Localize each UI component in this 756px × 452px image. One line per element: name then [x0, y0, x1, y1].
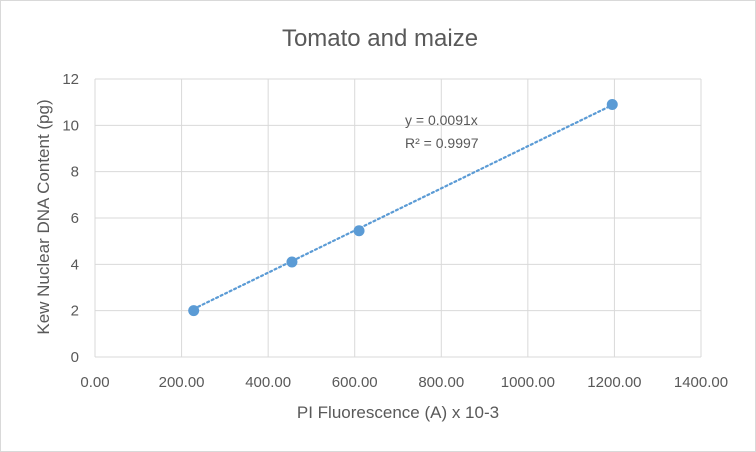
x-axis-label: PI Fluorescence (A) x 10-3 — [297, 403, 499, 422]
x-tick-label: 0.00 — [80, 374, 109, 391]
y-tick-labels: 0 2 4 6 8 10 12 — [62, 71, 79, 366]
y-tick-label: 4 — [71, 256, 79, 273]
x-tick-label: 1000.00 — [501, 374, 555, 391]
x-tick-labels: 0.00 200.00 400.00 600.00 800.00 1000.00 1200.… — [80, 374, 728, 391]
y-tick-label: 8 — [71, 164, 79, 181]
data-points — [188, 98, 618, 317]
x-tick-label: 400.00 — [245, 374, 291, 391]
x-tick-label: 1400.00 — [674, 374, 728, 391]
y-axis-label: Kew Nuclear DNA Content (pg) — [34, 99, 53, 334]
x-tick-label: 200.00 — [159, 374, 205, 391]
y-tick-label: 2 — [71, 303, 79, 320]
chart-title: Tomato and maize — [282, 25, 478, 52]
data-point-3 — [353, 225, 365, 237]
r-squared-label: R² = 0.9997 — [405, 135, 479, 151]
trendline — [192, 103, 614, 311]
y-tick-label: 6 — [71, 210, 79, 227]
data-point-1 — [188, 305, 200, 317]
y-tick-label: 0 — [71, 349, 79, 366]
trendline-equation: y = 0.0091x — [405, 112, 478, 128]
data-point-4 — [606, 98, 618, 110]
grid-lines — [94, 78, 702, 358]
x-tick-label: 600.00 — [332, 374, 378, 391]
x-tick-label: 1200.00 — [587, 374, 641, 391]
y-tick-label: 10 — [62, 117, 79, 134]
y-tick-label: 12 — [62, 71, 79, 88]
data-point-2 — [286, 256, 298, 268]
x-tick-label: 800.00 — [418, 374, 464, 391]
